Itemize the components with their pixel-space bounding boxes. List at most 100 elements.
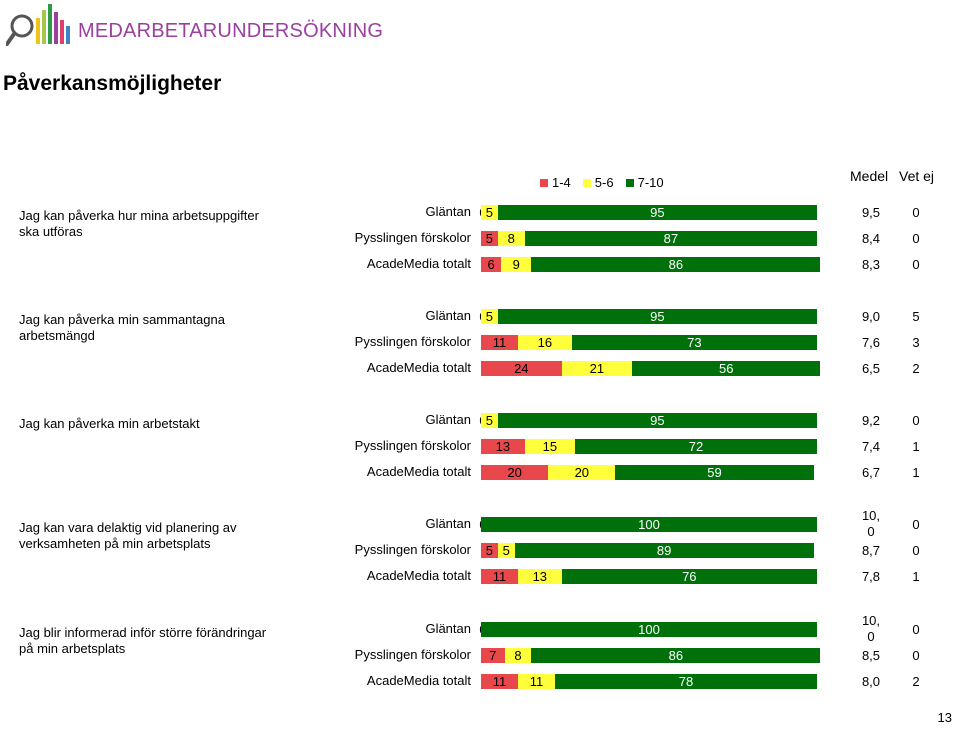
bar-segment-high	[531, 648, 821, 663]
legend-swatch-mid	[582, 178, 591, 187]
vet-ej-value: 0	[912, 257, 920, 272]
medel-value: 10, 0	[861, 508, 881, 539]
medel-value: 8,0	[861, 674, 881, 689]
data-label: 5	[502, 543, 510, 558]
data-label: 86	[668, 648, 684, 663]
medel-value: 6,5	[861, 361, 881, 376]
medel-value: 10, 0	[861, 613, 881, 644]
bar-segment-mid	[501, 257, 532, 272]
bar-segment-mid	[497, 231, 525, 246]
bar-segment-low	[481, 439, 525, 454]
data-label: 8	[507, 231, 515, 246]
bar-segment-low	[481, 361, 562, 376]
data-label: 95	[650, 309, 665, 324]
bar-segment-high	[615, 465, 814, 480]
bar-segment-mid	[524, 439, 576, 454]
vet-ej-value: 0	[912, 622, 920, 637]
row-label: Pysslingen förskolor	[354, 647, 471, 662]
question-label: Jag kan påverka min sammantagna arbetsmä…	[19, 312, 225, 343]
vet-ej-value: 1	[912, 465, 920, 480]
medel-value: 8,4	[861, 231, 881, 246]
data-label: 59	[707, 465, 722, 480]
row-label: AcadeMedia totalt	[366, 360, 471, 375]
data-label: 11	[492, 335, 507, 350]
data-label: 13	[532, 569, 548, 584]
medel-value: 8,5	[861, 648, 881, 663]
brand-title: MEDARBETARUNDERSÖKNING	[78, 20, 384, 42]
row-label: AcadeMedia totalt	[366, 673, 471, 688]
bar-segment-low	[481, 543, 498, 558]
data-label: 5	[485, 205, 493, 220]
data-label: 72	[688, 439, 704, 454]
bar-segment-mid	[517, 569, 562, 584]
bar-segment-mid	[517, 674, 555, 689]
data-label: 86	[668, 257, 684, 272]
question-label: Jag blir informerad inför större förändr…	[19, 625, 267, 656]
data-label: 20	[507, 465, 522, 480]
data-label: 7	[489, 648, 497, 663]
row-label: Pysslingen förskolor	[354, 542, 471, 557]
bar-segment-mid	[517, 335, 572, 350]
vet-ej-value: 0	[912, 231, 920, 246]
vet-ej-value: 1	[912, 569, 920, 584]
vet-ej-value: 0	[912, 543, 920, 558]
bar-segment-high	[481, 622, 817, 637]
medel-value: 6,7	[861, 465, 881, 480]
legend-label-mid: 5-6	[594, 175, 614, 190]
row-label: Gläntan	[425, 204, 471, 219]
data-label: 89	[656, 543, 672, 558]
legend-item-high: 7-10	[625, 175, 664, 190]
data-label: 5	[485, 309, 493, 324]
row-label: Gläntan	[425, 621, 471, 636]
bar-segment-mid	[548, 465, 616, 480]
data-label: 11	[492, 674, 507, 689]
data-label: 11	[492, 569, 507, 584]
bar-segment-high	[561, 569, 817, 584]
vet-ej-value: 0	[912, 205, 920, 220]
bar-segment-low	[481, 648, 505, 663]
medel-value: 9,2	[861, 413, 881, 428]
data-label: 16	[537, 335, 553, 350]
page-number: 13	[937, 710, 952, 725]
logo-icon	[6, 4, 70, 46]
row-label: Gläntan	[425, 308, 471, 323]
data-label: 78	[678, 674, 694, 689]
data-label: 8	[514, 648, 522, 663]
data-label: 9	[512, 257, 520, 272]
medel-value: 8,3	[861, 257, 881, 272]
bar-segment-mid	[481, 309, 498, 324]
data-label: 21	[589, 361, 605, 376]
medel-value: 9,0	[861, 309, 881, 324]
legend-item-mid: 5-6	[582, 175, 614, 190]
legend-swatch-low	[540, 178, 548, 187]
medel-value: 7,8	[861, 569, 881, 584]
bar-segment-low	[481, 465, 549, 480]
vet-ej-value: 0	[912, 413, 920, 428]
bar-segment-high	[575, 439, 817, 454]
data-label: 24	[514, 361, 529, 376]
bar-segment-low	[481, 569, 518, 584]
legend-item-low: 1-4	[540, 175, 571, 190]
vet-ej-value: 2	[912, 674, 920, 689]
bar-segment-high	[531, 257, 821, 272]
vet-ej-value: 5	[912, 309, 920, 324]
bar-segment-low	[481, 335, 518, 350]
data-label: 13	[495, 439, 511, 454]
bar-segment-low	[481, 674, 518, 689]
data-label: 100	[638, 517, 660, 532]
data-label: 6	[487, 257, 495, 272]
bar-segment-high	[497, 205, 817, 220]
row-label: AcadeMedia totalt	[366, 256, 471, 271]
bar-segment-low	[481, 231, 498, 246]
bar-segment-mid	[561, 361, 633, 376]
question-label: Jag kan påverka hur mina arbetsuppgifter…	[19, 208, 259, 239]
bar-segment-high	[497, 413, 817, 428]
bar-segment-high	[514, 543, 814, 558]
bar-segment-mid	[497, 543, 515, 558]
data-label: 11	[529, 674, 544, 689]
vet-ej-value: 3	[912, 335, 920, 350]
chart-legend: 1-4 5-6 7-10	[540, 175, 676, 190]
data-label: 76	[682, 569, 697, 584]
medel-value: 7,4	[861, 439, 881, 454]
bar-segment-mid	[504, 648, 532, 663]
